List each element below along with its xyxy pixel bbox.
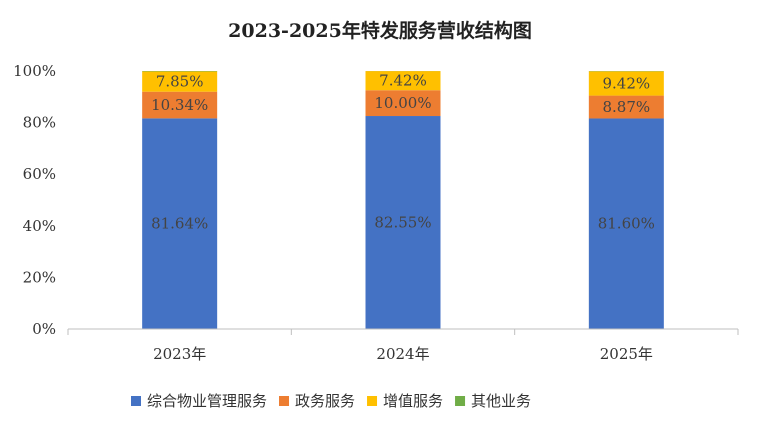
legend-swatch xyxy=(367,396,378,406)
y-tick-label: 80% xyxy=(23,114,56,132)
y-tick-label: 0% xyxy=(32,320,56,338)
plot-area: 81.64% 10.34% 7.85% 82.55% 10.00% 7.42% 81.60%… xyxy=(142,71,664,329)
data-label: 9.42% xyxy=(603,74,651,92)
legend-swatch xyxy=(455,396,466,406)
legend: 综合物业管理服务 政务服务 增值服务 其他业务 xyxy=(131,392,531,410)
bar-segment xyxy=(142,71,218,92)
bar-segment xyxy=(365,71,441,91)
legend-swatch xyxy=(131,396,141,406)
legend-label: 增值服务 xyxy=(383,392,443,410)
x-axis: 2023年 2024年 2025年 xyxy=(67,328,739,363)
x-tick-label: 2024年 xyxy=(376,345,429,363)
data-label: 10.34% xyxy=(151,96,208,114)
bar-segment xyxy=(142,118,218,329)
y-tick-label: 40% xyxy=(23,217,56,235)
legend-label: 其他业务 xyxy=(471,392,531,410)
bar-segment xyxy=(142,91,218,119)
bar-segment xyxy=(365,90,441,117)
data-label: 10.00% xyxy=(374,94,431,112)
x-tick-label: 2025年 xyxy=(600,345,653,363)
bar-segment xyxy=(588,95,664,119)
legend-label: 政务服务 xyxy=(295,392,355,410)
y-tick-label: 60% xyxy=(23,165,56,183)
data-label: 8.87% xyxy=(603,98,651,116)
y-tick-label: 100% xyxy=(13,62,56,80)
y-tick-label: 20% xyxy=(23,268,56,286)
bar-segment xyxy=(588,71,664,96)
bar-segment xyxy=(365,116,441,329)
legend-label: 综合物业管理服务 xyxy=(147,392,267,410)
data-label: 82.55% xyxy=(374,214,431,232)
data-label: 7.85% xyxy=(156,73,204,91)
y-axis: 0% 20% 40% 60% 80% 100% xyxy=(13,62,56,338)
data-label: 81.60% xyxy=(598,215,655,233)
legend-swatch xyxy=(279,396,290,406)
x-tick-label: 2023年 xyxy=(153,345,206,363)
chart-title: 2023-2025年特发服务营收结构图 xyxy=(228,19,532,42)
data-label: 81.64% xyxy=(151,215,208,233)
bar-segment xyxy=(588,118,664,329)
data-label: 7.42% xyxy=(379,72,427,90)
